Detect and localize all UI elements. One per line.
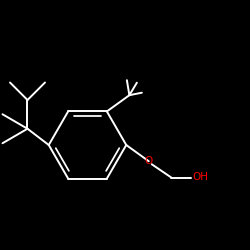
Text: O: O <box>144 156 153 166</box>
Text: OH: OH <box>192 172 208 182</box>
